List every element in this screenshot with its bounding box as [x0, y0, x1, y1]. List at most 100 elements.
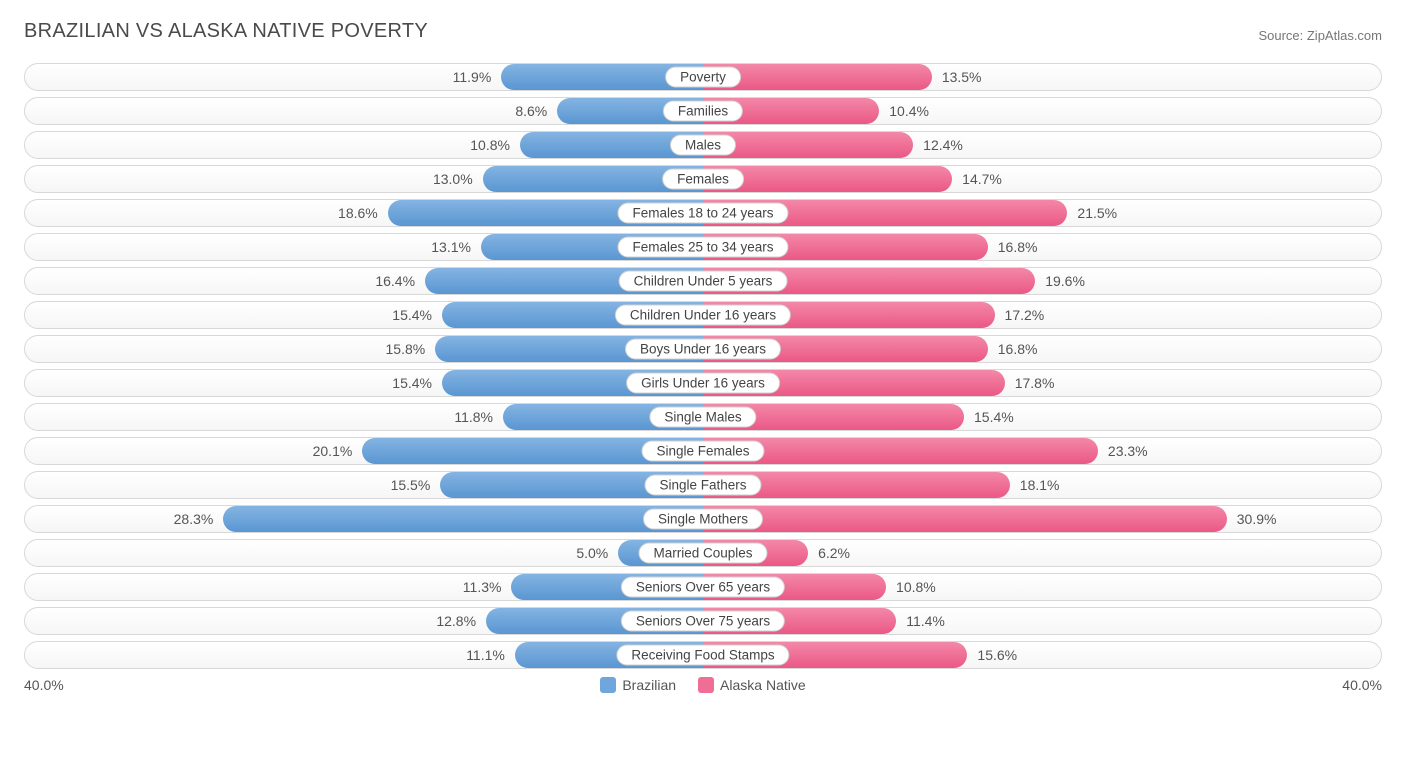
row-category-label: Receiving Food Stamps [616, 645, 789, 666]
value-left: 15.4% [392, 307, 442, 323]
value-left: 11.1% [466, 647, 515, 663]
value-left: 15.8% [386, 341, 436, 357]
chart-row: 28.3%30.9%Single Mothers [24, 505, 1382, 533]
value-right: 14.7% [952, 171, 1002, 187]
value-right: 10.4% [879, 103, 929, 119]
chart-row: 15.5% 18.1% Single Fathers [24, 471, 1382, 499]
value-right: 11.4% [896, 613, 945, 629]
bar-right: 30.9% [703, 506, 1227, 532]
chart-title: BRAZILIAN VS ALASKA NATIVE POVERTY [24, 20, 428, 43]
chart-row: 8.6%10.4%Families [24, 97, 1382, 125]
chart-row: 16.4%19.6%Children Under 5 years [24, 267, 1382, 295]
row-right-half: 10.8% [703, 574, 1381, 600]
chart-row: 13.1%16.8%Females 25 to 34 years [24, 233, 1382, 261]
legend-label-right: Alaska Native [720, 677, 806, 693]
row-left-half: 10.8% [25, 132, 703, 158]
row-right-half: 12.4% [703, 132, 1381, 158]
value-right: 13.5% [932, 69, 982, 85]
chart-source: Source: ZipAtlas.com [1258, 28, 1382, 43]
axis-right-max: 40.0% [1342, 677, 1382, 693]
legend: Brazilian Alaska Native [600, 677, 805, 693]
value-right: 15.4% [964, 409, 1014, 425]
chart-row: 11.3% 10.8% Seniors Over 65 years [24, 573, 1382, 601]
row-category-label: Children Under 16 years [615, 305, 791, 326]
row-category-label: Single Males [649, 407, 756, 428]
chart-row: 11.8% 15.4% Single Males [24, 403, 1382, 431]
value-left: 11.9% [453, 69, 502, 85]
value-left: 15.4% [392, 375, 442, 391]
row-right-half: 11.4% [703, 608, 1381, 634]
row-left-half: 11.9% [25, 64, 703, 90]
row-category-label: Females [662, 169, 744, 190]
value-left: 28.3% [174, 511, 224, 527]
value-right: 17.2% [995, 307, 1045, 323]
row-right-half: 23.3% [703, 438, 1381, 464]
value-left: 13.0% [433, 171, 483, 187]
row-category-label: Single Fathers [644, 475, 761, 496]
row-category-label: Single Mothers [643, 509, 763, 530]
row-left-half: 16.4% [25, 268, 703, 294]
value-right: 18.1% [1010, 477, 1060, 493]
row-left-half: 8.6% [25, 98, 703, 124]
row-left-half: 15.5% [25, 472, 703, 498]
value-right: 16.8% [988, 341, 1038, 357]
row-right-half: 21.5% [703, 200, 1381, 226]
axis-and-legend: 40.0% Brazilian Alaska Native 40.0% [24, 677, 1382, 693]
row-left-half: 13.1% [25, 234, 703, 260]
row-category-label: Seniors Over 65 years [621, 577, 785, 598]
row-right-half: 10.4% [703, 98, 1381, 124]
row-category-label: Boys Under 16 years [625, 339, 781, 360]
value-left: 11.8% [454, 409, 503, 425]
chart-row: 11.1% 15.6% Receiving Food Stamps [24, 641, 1382, 669]
bar-left: 28.3% [223, 506, 703, 532]
value-right: 19.6% [1035, 273, 1085, 289]
row-right-half: 30.9% [703, 506, 1381, 532]
row-left-half: 11.3% [25, 574, 703, 600]
row-category-label: Seniors Over 75 years [621, 611, 785, 632]
value-right: 10.8% [886, 579, 936, 595]
row-left-half: 13.0% [25, 166, 703, 192]
chart-row: 13.0% 14.7% Females [24, 165, 1382, 193]
value-left: 13.1% [431, 239, 481, 255]
value-right: 16.8% [988, 239, 1038, 255]
value-right: 17.8% [1005, 375, 1055, 391]
chart-row: 5.0% 6.2% Married Couples [24, 539, 1382, 567]
row-right-half: 15.4% [703, 404, 1381, 430]
value-left: 11.3% [463, 579, 512, 595]
value-right: 30.9% [1227, 511, 1277, 527]
legend-swatch-left [600, 677, 616, 693]
axis-left-max: 40.0% [24, 677, 64, 693]
row-left-half: 15.8% [25, 336, 703, 362]
value-left: 18.6% [338, 205, 388, 221]
row-category-label: Single Females [641, 441, 764, 462]
row-right-half: 14.7% [703, 166, 1381, 192]
value-left: 15.5% [391, 477, 441, 493]
source-name: ZipAtlas.com [1307, 28, 1382, 43]
row-right-half: 17.2% [703, 302, 1381, 328]
row-right-half: 6.2% [703, 540, 1381, 566]
chart-row: 15.4% 17.2% Children Under 16 years [24, 301, 1382, 329]
row-right-half: 13.5% [703, 64, 1381, 90]
chart-row: 11.9% 13.5% Poverty [24, 63, 1382, 91]
value-left: 20.1% [313, 443, 363, 459]
row-right-half: 16.8% [703, 234, 1381, 260]
legend-item-left: Brazilian [600, 677, 676, 693]
value-right: 15.6% [967, 647, 1017, 663]
chart-header: BRAZILIAN VS ALASKA NATIVE POVERTY Sourc… [24, 20, 1382, 43]
value-right: 12.4% [913, 137, 963, 153]
row-left-half: 12.8% [25, 608, 703, 634]
row-left-half: 15.4% [25, 302, 703, 328]
value-left: 5.0% [576, 545, 618, 561]
row-category-label: Poverty [665, 67, 741, 88]
value-right: 6.2% [808, 545, 850, 561]
row-left-half: 11.8% [25, 404, 703, 430]
value-right: 23.3% [1098, 443, 1148, 459]
row-right-half: 19.6% [703, 268, 1381, 294]
row-left-half: 18.6% [25, 200, 703, 226]
row-right-half: 18.1% [703, 472, 1381, 498]
chart-row: 18.6%21.5%Females 18 to 24 years [24, 199, 1382, 227]
row-left-half: 20.1% [25, 438, 703, 464]
source-prefix: Source: [1258, 28, 1306, 43]
chart-row: 12.8% 11.4% Seniors Over 75 years [24, 607, 1382, 635]
row-category-label: Married Couples [638, 543, 767, 564]
